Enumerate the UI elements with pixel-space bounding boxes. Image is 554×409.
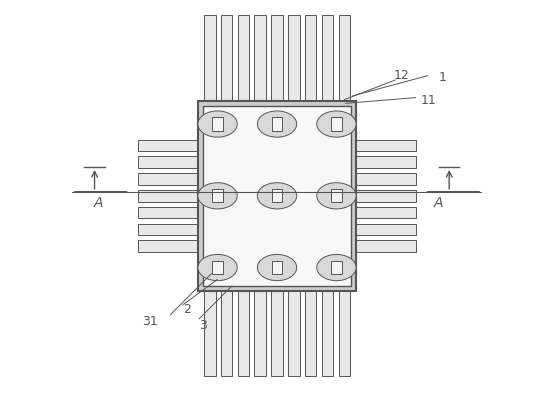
Bar [305,286,316,376]
Bar [351,174,417,185]
Text: A: A [94,196,104,209]
Text: 12: 12 [394,69,409,82]
Bar [137,224,203,236]
Bar [338,286,350,376]
Ellipse shape [257,255,297,281]
Bar [331,190,342,203]
Bar [288,16,300,106]
Bar [351,224,417,236]
Bar [322,16,333,106]
Bar [204,16,216,106]
Bar [137,191,203,202]
Bar [254,286,266,376]
Bar [271,118,283,131]
Bar [137,207,203,219]
Bar [137,174,203,185]
Text: 3: 3 [199,319,207,332]
Bar [351,207,417,219]
Bar [137,140,203,152]
Bar [288,286,300,376]
Bar [204,286,216,376]
Bar [338,16,350,106]
Bar [271,16,283,106]
Bar [271,261,283,274]
Ellipse shape [198,112,237,138]
Bar [322,286,333,376]
Bar [221,286,232,376]
Bar [271,190,283,203]
Bar [331,118,342,131]
Ellipse shape [198,183,237,209]
Bar [351,140,417,152]
Bar [221,16,232,106]
Bar [238,16,249,106]
Bar [351,191,417,202]
Text: A: A [434,196,444,209]
Bar [203,106,351,286]
Bar [351,241,417,252]
Ellipse shape [317,112,356,138]
Bar [137,241,203,252]
Text: 2: 2 [183,302,191,315]
Text: 11: 11 [420,94,436,107]
Ellipse shape [317,255,356,281]
Ellipse shape [257,183,297,209]
Bar [238,286,249,376]
Bar [212,261,223,274]
Bar [137,157,203,169]
Ellipse shape [257,112,297,138]
Bar [198,101,356,291]
Bar [212,190,223,203]
Bar [351,157,417,169]
Bar [254,16,266,106]
Bar [331,261,342,274]
Bar [305,16,316,106]
Ellipse shape [317,183,356,209]
Bar [271,286,283,376]
Text: 1: 1 [439,71,447,84]
Ellipse shape [198,255,237,281]
Bar [212,118,223,131]
Text: 31: 31 [142,315,158,328]
